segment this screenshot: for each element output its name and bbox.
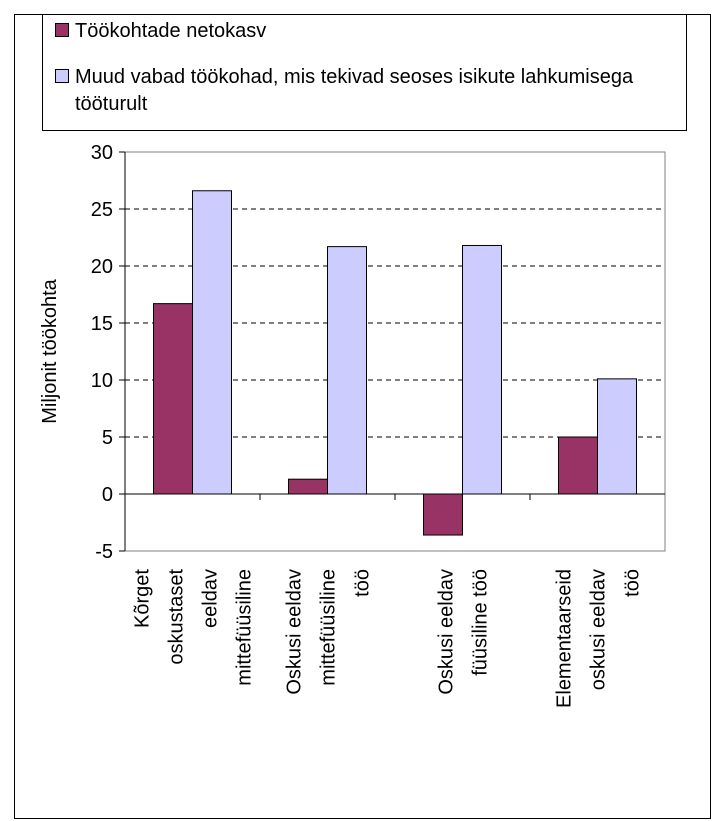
bar-net-growth: [423, 493, 463, 536]
y-axis-title: Miljonit töökohta: [39, 278, 61, 423]
category-label: Oskusi eeldav: [284, 569, 306, 695]
category-label: Oskusi eeldav: [436, 569, 458, 695]
legend-swatch-net-growth: [55, 23, 69, 37]
legend-item-net-growth: Töökohtade netokasv: [55, 18, 266, 45]
category-label: töö: [352, 569, 374, 597]
legend-item-other-vacancies: Muud vabad töökohad, mis tekivad seoses …: [55, 64, 655, 118]
bar-net-growth: [288, 478, 328, 495]
y-tick-label: 30: [91, 142, 113, 164]
category-label: oskustaset: [166, 569, 188, 665]
y-tick-label: 10: [91, 370, 113, 392]
category-label: mittefüüsiline: [234, 569, 256, 686]
legend-label-other-vacancies: Muud vabad töökohad, mis tekivad seoses …: [75, 66, 634, 115]
category-label: füüsiline töö: [470, 569, 492, 676]
y-tick-label: -5: [95, 541, 113, 563]
category-label: Elementaarseid: [554, 569, 576, 708]
y-tick-label: 20: [91, 256, 113, 278]
bar-net-growth: [153, 303, 193, 495]
legend-swatch-other-vacancies: [55, 69, 69, 83]
category-label: Kõrget: [132, 569, 154, 628]
legend: Töökohtade netokasv Muud vabad töökohad,…: [42, 14, 687, 131]
y-tick-label: 5: [102, 427, 113, 449]
bar-other-vacancies: [327, 246, 367, 495]
bar-other-vacancies: [597, 378, 637, 495]
category-label: eeldav: [200, 569, 222, 628]
category-label: mittefüüsiline: [318, 569, 340, 686]
bar-other-vacancies: [192, 190, 232, 495]
bar-other-vacancies: [462, 244, 502, 495]
category-label: oskusi eeldav: [588, 569, 610, 690]
bar-net-growth: [558, 436, 598, 495]
y-tick-label: 15: [91, 313, 113, 335]
y-tick-label: 25: [91, 199, 113, 221]
y-tick-label: 0: [102, 484, 113, 506]
legend-label-net-growth: Töökohtade netokasv: [75, 20, 267, 42]
category-label: töö: [622, 569, 644, 597]
